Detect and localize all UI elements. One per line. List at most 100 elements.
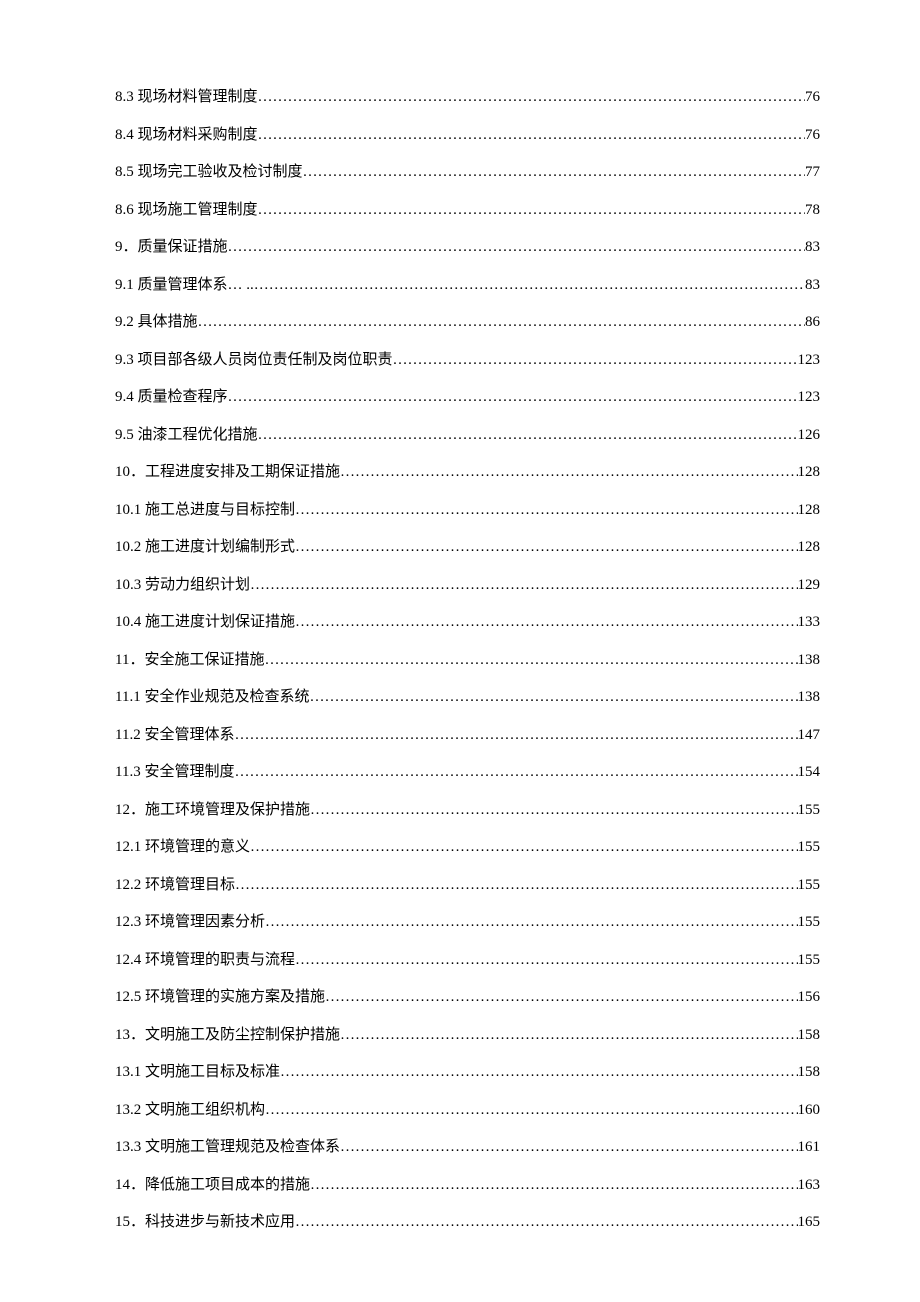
toc-entry-page: 163 (798, 1178, 821, 1193)
toc-entry: 10．工程进度安排及工期保证措施128 (115, 465, 820, 480)
toc-entry: 12.4 环境管理的职责与流程 155 (115, 953, 820, 968)
toc-entry-label: 12．施工环境管理及保护措施 (115, 803, 310, 818)
toc-entry: 8.3 现场材料管理制度 76 (115, 90, 820, 105)
toc-entry: 13．文明施工及防尘控制保护措施 158 (115, 1028, 820, 1043)
toc-entry-label: 9．质量保证措施 (115, 240, 228, 255)
toc-entry: 11.1 安全作业规范及检查系统 138 (115, 690, 820, 705)
toc-leader-dots (234, 728, 797, 743)
toc-entry-page: 158 (798, 1028, 821, 1043)
toc-leader-dots (340, 1140, 797, 1155)
toc-entry-page: 155 (798, 953, 821, 968)
toc-leader-dots (280, 1065, 797, 1080)
toc-entry: 8.4 现场材料采购制度 76 (115, 128, 820, 143)
toc-leader-dots (258, 203, 805, 218)
toc-entry-page: 158 (798, 1065, 821, 1080)
toc-entry-label: 12.1 环境管理的意义 (115, 840, 250, 855)
toc-leader-dots (393, 353, 798, 368)
toc-entry-page: 155 (798, 803, 821, 818)
toc-entry-page: 155 (798, 878, 821, 893)
toc-entry: 12．施工环境管理及保护措施 155 (115, 803, 820, 818)
toc-entry-label: 8.3 现场材料管理制度 (115, 90, 258, 105)
toc-entry-label: 9.1 质量管理体系… .. (115, 278, 254, 293)
toc-entry-page: 129 (798, 578, 821, 593)
toc-entry-page: 86 (805, 315, 820, 330)
toc-leader-dots (258, 90, 805, 105)
toc-entry-page: 128 (798, 465, 821, 480)
toc-entry: 8.5 现场完工验收及检讨制度 77 (115, 165, 820, 180)
toc-entry: 12.1 环境管理的意义 155 (115, 840, 820, 855)
toc-entry: 8.6 现场施工管理制度78 (115, 203, 820, 218)
toc-entry-page: 133 (798, 615, 821, 630)
toc-leader-dots (235, 878, 797, 893)
toc-entry-label: 11.3 安全管理制度 (115, 765, 234, 780)
toc-leader-dots (340, 1028, 797, 1043)
toc-entry-page: 126 (798, 428, 821, 443)
toc-entry: 11.2 安全管理体系147 (115, 728, 820, 743)
toc-entry-label: 12.2 环境管理目标 (115, 878, 235, 893)
toc-entry-label: 8.4 现场材料采购制度 (115, 128, 258, 143)
toc-entry: 13.3 文明施工管理规范及检查体系 161 (115, 1140, 820, 1155)
toc-entry-page: 138 (798, 690, 821, 705)
toc-leader-dots (228, 390, 798, 405)
toc-entry-label: 10.2 施工进度计划编制形式 (115, 540, 295, 555)
toc-entry-label: 15．科技进步与新技术应用 (115, 1215, 295, 1230)
toc-leader-dots (309, 690, 797, 705)
toc-leader-dots (295, 615, 797, 630)
toc-entry: 12.5 环境管理的实施方案及措施156 (115, 990, 820, 1005)
toc-entry-page: 76 (805, 128, 820, 143)
toc-leader-dots (310, 803, 797, 818)
toc-leader-dots (295, 540, 797, 555)
toc-leader-dots (295, 953, 797, 968)
toc-entry-page: 161 (798, 1140, 821, 1155)
toc-leader-dots (303, 165, 805, 180)
toc-leader-dots (198, 315, 805, 330)
table-of-contents: 8.3 现场材料管理制度 76 8.4 现场材料采购制度 76 8.5 现场完工验收及检… (115, 90, 820, 1230)
toc-leader-dots (234, 765, 797, 780)
toc-leader-dots (258, 128, 805, 143)
toc-entry-label: 8.5 现场完工验收及检讨制度 (115, 165, 303, 180)
toc-entry-label: 9.2 具体措施 (115, 315, 198, 330)
toc-leader-dots (265, 915, 797, 930)
toc-entry: 12.3 环境管理因素分析 155 (115, 915, 820, 930)
toc-entry-page: 154 (798, 765, 821, 780)
toc-entry-label: 11．安全施工保证措施 (115, 653, 264, 668)
toc-entry: 10.2 施工进度计划编制形式128 (115, 540, 820, 555)
toc-entry-page: 77 (805, 165, 820, 180)
toc-entry: 9.2 具体措施 86 (115, 315, 820, 330)
toc-entry-page: 155 (798, 915, 821, 930)
toc-entry-label: 13.3 文明施工管理规范及检查体系 (115, 1140, 340, 1155)
toc-entry: 10.4 施工进度计划保证措施133 (115, 615, 820, 630)
toc-entry-label: 13．文明施工及防尘控制保护措施 (115, 1028, 340, 1043)
toc-entry-label: 10.1 施工总进度与目标控制 (115, 503, 295, 518)
toc-entry: 9．质量保证措施 83 (115, 240, 820, 255)
toc-entry-label: 14．降低施工项目成本的措施 (115, 1178, 310, 1193)
toc-leader-dots (295, 1215, 797, 1230)
toc-leader-dots (258, 428, 798, 443)
toc-entry: 11.3 安全管理制度 154 (115, 765, 820, 780)
toc-entry-page: 123 (798, 353, 821, 368)
toc-entry-page: 165 (798, 1215, 821, 1230)
toc-entry-page: 160 (798, 1103, 821, 1118)
toc-entry-page: 83 (805, 278, 820, 293)
toc-entry-label: 11.1 安全作业规范及检查系统 (115, 690, 309, 705)
toc-entry: 15．科技进步与新技术应用 165 (115, 1215, 820, 1230)
toc-entry-label: 12.4 环境管理的职责与流程 (115, 953, 295, 968)
toc-entry-label: 10.3 劳动力组织计划 (115, 578, 250, 593)
toc-entry: 9.1 质量管理体系… .. 83 (115, 278, 820, 293)
toc-leader-dots (310, 1178, 797, 1193)
toc-entry-label: 9.5 油漆工程优化措施 (115, 428, 258, 443)
toc-entry-page: 138 (798, 653, 821, 668)
toc-entry-label: 12.3 环境管理因素分析 (115, 915, 265, 930)
toc-entry-page: 76 (805, 90, 820, 105)
toc-entry-page: 155 (798, 840, 821, 855)
toc-entry-page: 83 (805, 240, 820, 255)
toc-entry: 9.4 质量检查程序123 (115, 390, 820, 405)
toc-entry: 9.5 油漆工程优化措施 126 (115, 428, 820, 443)
toc-entry: 14．降低施工项目成本的措施 163 (115, 1178, 820, 1193)
toc-entry-label: 12.5 环境管理的实施方案及措施 (115, 990, 325, 1005)
toc-entry: 10.3 劳动力组织计划 129 (115, 578, 820, 593)
toc-entry: 13.1 文明施工目标及标准158 (115, 1065, 820, 1080)
toc-entry-page: 147 (798, 728, 821, 743)
toc-leader-dots (325, 990, 797, 1005)
toc-entry: 11．安全施工保证措施 138 (115, 653, 820, 668)
